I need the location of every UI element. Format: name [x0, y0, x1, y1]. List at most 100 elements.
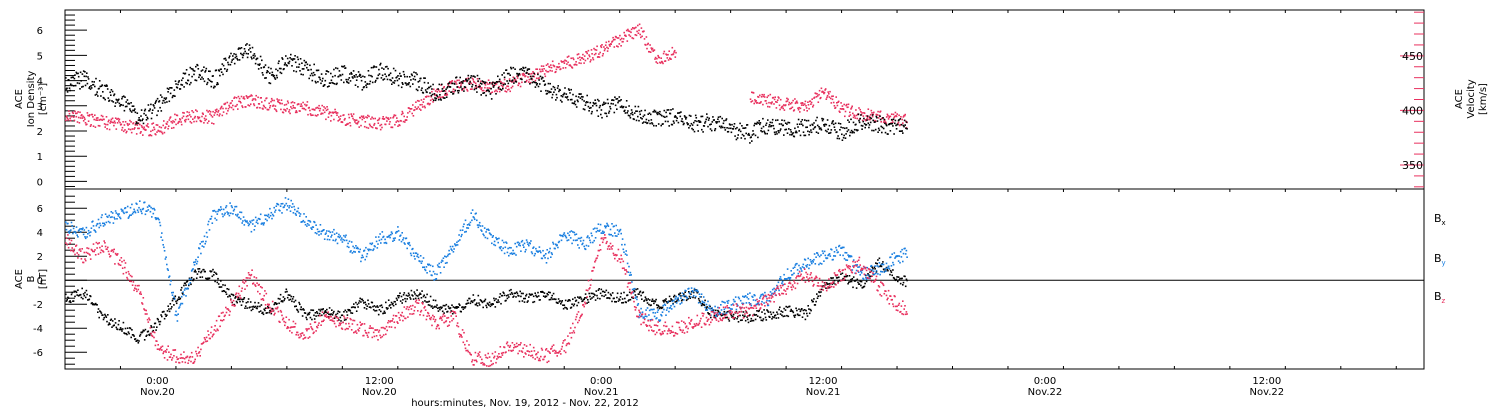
bx-point — [238, 298, 241, 301]
by-point — [500, 249, 503, 252]
by-point — [465, 230, 467, 233]
density-point — [172, 94, 175, 97]
bx-point — [894, 279, 897, 282]
by-point — [498, 237, 500, 240]
velocity-point — [380, 123, 383, 126]
velocity-point — [283, 104, 286, 106]
by-point — [580, 236, 583, 239]
bx-point — [171, 299, 174, 302]
velocity-point — [386, 120, 388, 122]
bx-point — [673, 296, 675, 298]
by-point — [235, 213, 237, 216]
velocity-point — [349, 122, 351, 124]
density-point — [889, 130, 892, 132]
by-point — [697, 290, 699, 293]
by-point — [97, 222, 99, 225]
bx-point — [518, 295, 520, 297]
by-point — [660, 314, 663, 317]
bx-point — [88, 298, 91, 301]
density-point — [852, 121, 855, 124]
density-point — [478, 77, 481, 80]
density-point — [643, 114, 646, 116]
bx-point — [109, 319, 112, 321]
density-point — [895, 124, 897, 127]
velocity-point — [809, 100, 812, 102]
by-point — [352, 245, 354, 248]
density-point — [739, 130, 742, 133]
bx-point — [264, 309, 266, 312]
density-point — [301, 62, 303, 64]
density-point — [586, 94, 588, 97]
bx-point — [684, 291, 686, 293]
velocity-point — [448, 90, 450, 92]
density-point — [845, 127, 848, 129]
by-point — [250, 230, 253, 233]
by-point — [734, 296, 737, 298]
by-point — [358, 251, 361, 253]
velocity-point — [760, 96, 763, 98]
bx-point — [461, 306, 464, 308]
density-point — [508, 80, 511, 82]
by-point — [554, 247, 556, 250]
by-point — [397, 226, 399, 228]
by-point — [480, 229, 482, 231]
by-point — [67, 230, 70, 233]
velocity-point — [66, 117, 69, 120]
velocity-point — [113, 120, 116, 122]
by-point — [807, 257, 809, 260]
density-point — [134, 108, 136, 110]
bx-point — [200, 270, 203, 273]
density-point — [410, 73, 413, 75]
by-point — [350, 250, 352, 252]
bx-point — [354, 306, 356, 309]
by-point — [449, 253, 451, 255]
by-point — [251, 219, 253, 222]
velocity-point — [285, 110, 287, 112]
bx-point — [562, 304, 564, 306]
by-point — [441, 260, 444, 262]
density-point — [296, 56, 299, 58]
by-point — [514, 242, 516, 245]
velocity-point — [188, 111, 190, 114]
bx-point — [655, 298, 657, 301]
by-point — [360, 256, 363, 259]
density-point — [434, 99, 437, 102]
by-point — [428, 263, 430, 266]
velocity-point — [842, 108, 845, 111]
density-point — [731, 123, 733, 126]
velocity-point — [201, 115, 203, 118]
bx-point — [625, 301, 627, 304]
density-point — [492, 86, 495, 88]
density-point — [305, 61, 307, 63]
density-point — [220, 71, 223, 73]
velocity-point — [336, 114, 338, 116]
velocity-point — [363, 117, 365, 119]
density-point — [667, 120, 669, 123]
velocity-point — [441, 90, 443, 92]
velocity-point — [328, 112, 330, 115]
bx-point — [531, 293, 534, 296]
velocity-point — [773, 98, 776, 101]
by-point — [677, 297, 679, 299]
velocity-point — [575, 61, 577, 63]
density-point — [281, 58, 284, 60]
density-point — [471, 83, 474, 86]
velocity-point — [884, 121, 887, 123]
velocity-point — [806, 110, 808, 112]
density-point — [399, 72, 401, 75]
density-point — [550, 91, 552, 93]
bx-point — [451, 304, 453, 306]
velocity-point — [381, 126, 383, 129]
bx-point — [597, 289, 600, 291]
bx-point — [414, 297, 417, 300]
velocity-point — [450, 82, 452, 85]
density-point — [359, 74, 362, 76]
density-point — [426, 87, 429, 90]
bx-point — [104, 315, 107, 317]
bx-point — [898, 279, 901, 281]
bx-point — [587, 301, 590, 303]
bx-point — [688, 295, 691, 298]
velocity-point — [265, 97, 268, 99]
density-point — [587, 101, 589, 104]
by-point — [257, 222, 259, 225]
